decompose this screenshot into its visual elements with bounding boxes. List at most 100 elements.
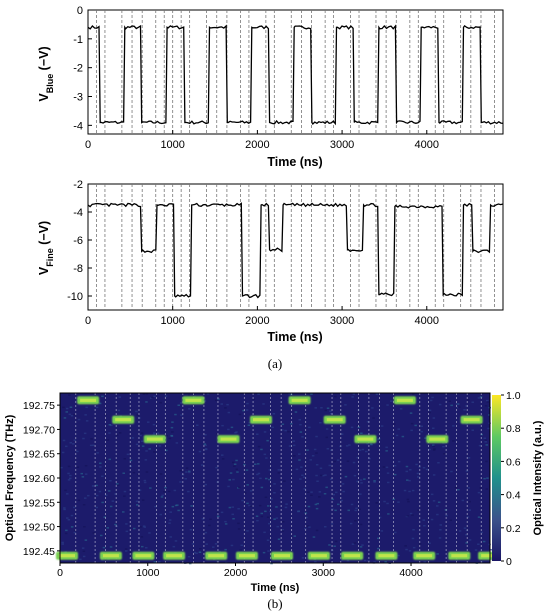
noise-pixel [433,448,436,450]
noise-pixel [334,509,337,512]
noise-pixel [67,519,71,521]
noise-pixel [252,398,255,400]
noise-pixel [308,526,311,528]
noise-pixel [268,478,271,481]
noise-pixel [432,474,436,476]
noise-pixel [140,536,144,538]
noise-pixel [298,453,301,455]
noise-pixel [206,393,210,395]
colorbar-label: Optical Intensity (a.u.) [532,420,544,535]
noise-pixel [345,445,349,447]
noise-pixel [405,548,408,551]
intensity-spot-core [274,554,290,558]
noise-pixel [366,421,370,423]
noise-pixel [360,482,363,484]
y-tick-label: 192.55 [23,497,55,509]
noise-pixel [111,500,115,502]
intensity-spot-core [326,418,343,422]
noise-pixel [353,542,357,544]
noise-pixel [359,493,362,495]
noise-pixel [257,445,261,448]
y-axis-label: VBlue (−V) [37,46,55,101]
noise-pixel [487,427,490,430]
noise-pixel [315,474,318,477]
y-axis-label-rest: (−V) [37,221,51,248]
x-tick-label: 1000 [136,567,160,579]
noise-pixel [394,531,397,534]
noise-pixel [301,474,304,476]
noise-pixel [273,483,276,485]
noise-pixel [407,500,410,503]
noise-pixel [295,468,299,471]
noise-pixel [393,403,397,405]
noise-pixel [174,413,177,416]
noise-pixel [415,463,418,466]
noise-pixel [290,423,293,425]
noise-pixel [145,393,149,395]
noise-pixel [378,516,382,519]
plot-frame [87,183,504,311]
noise-pixel [297,510,300,513]
intensity-spot-core [291,398,308,402]
noise-pixel [215,399,218,402]
noise-pixel [73,439,77,441]
noise-pixel [326,407,330,409]
noise-pixel [458,530,462,532]
noise-pixel [142,393,146,395]
noise-pixel [423,561,426,563]
noise-pixel [215,466,218,469]
noise-pixel [239,549,242,551]
noise-pixel [235,431,238,433]
colorbar-tick-label: 0.2 [506,523,521,535]
noise-pixel [410,422,414,425]
noise-pixel [256,473,259,476]
noise-pixel [465,423,468,425]
noise-pixel [284,429,287,432]
noise-pixel [354,520,357,522]
noise-pixel [164,395,168,397]
noise-pixel [328,464,331,467]
y-tick-label: 192.75 [23,400,55,412]
noise-pixel [485,444,488,446]
noise-pixel [126,453,130,456]
noise-pixel [265,457,268,459]
noise-pixel [238,413,242,416]
noise-pixel [384,561,387,563]
noise-pixel [301,557,305,559]
noise-pixel [372,417,375,419]
x-tick-label: 0 [57,567,63,579]
noise-pixel [409,512,413,515]
noise-pixel [403,489,407,492]
noise-pixel [143,481,147,484]
noise-pixel [237,522,240,525]
noise-pixel [161,494,164,497]
noise-pixel [471,401,474,403]
noise-pixel [185,467,189,469]
noise-pixel [204,444,207,447]
noise-pixel [368,457,371,460]
noise-pixel [145,450,148,452]
noise-pixel [171,431,174,433]
noise-pixel [318,496,321,498]
noise-pixel [248,421,251,424]
noise-pixel [109,505,113,508]
noise-pixel [177,509,180,512]
noise-pixel [153,451,156,453]
noise-pixel [232,518,235,520]
intensity-spot-core [378,554,395,558]
noise-pixel [152,423,156,426]
noise-pixel [84,414,87,416]
noise-pixel [333,545,336,547]
noise-pixel [177,404,180,406]
noise-pixel [422,519,425,521]
noise-pixel [330,449,333,451]
noise-pixel [411,537,415,540]
noise-pixel [443,453,446,455]
noise-pixel [307,491,310,493]
noise-pixel [373,480,376,482]
intensity-spot-core [396,398,413,402]
noise-pixel [190,505,193,507]
noise-pixel [351,396,354,398]
noise-pixel [230,544,234,547]
noise-pixel [281,529,284,531]
